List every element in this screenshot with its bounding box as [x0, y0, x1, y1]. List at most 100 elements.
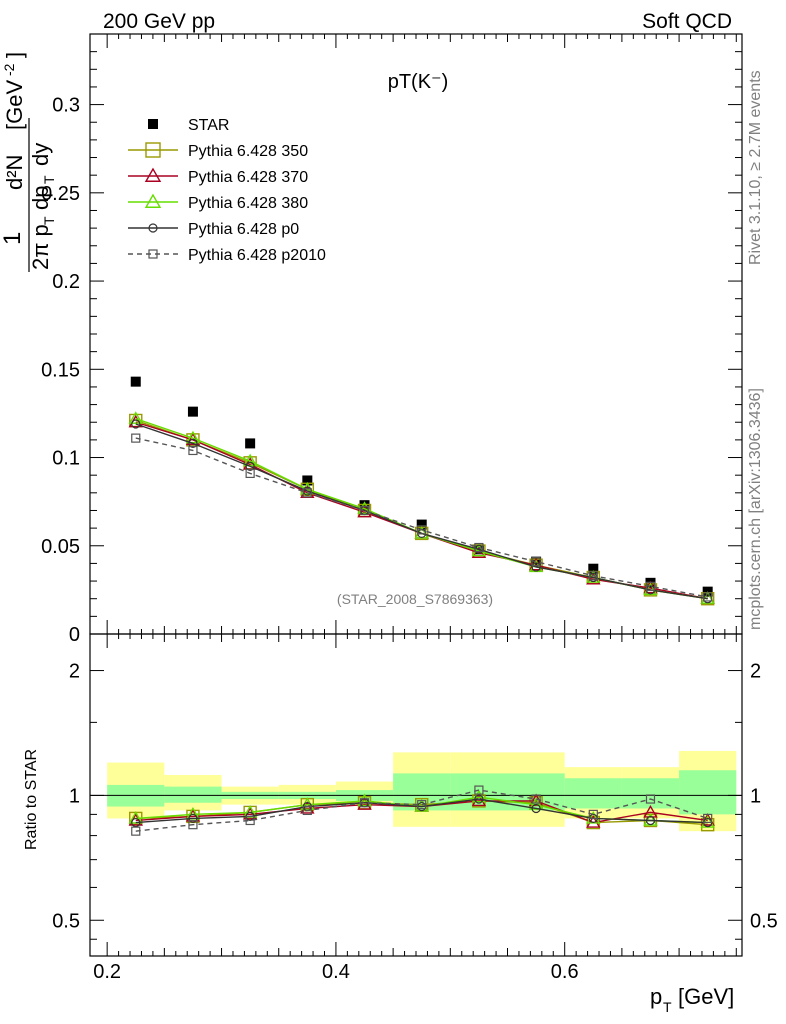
band-stat-rect	[164, 786, 222, 803]
ratio-data-point	[188, 813, 198, 824]
main-data-point	[245, 438, 256, 449]
ratio-series-line	[135, 798, 708, 824]
ratio-y-tick-label: 2	[69, 661, 80, 683]
x-axis-label: p T [GeV]	[650, 984, 734, 1015]
main-data-point	[242, 453, 258, 467]
main-data-point	[188, 445, 198, 456]
main-y-axis-label: 1 2π p T dp T dy d²N [GeV -2 ]	[0, 52, 57, 272]
svg-text:[GeV]: [GeV]	[678, 984, 734, 1009]
ratio-data-point	[188, 820, 198, 830]
svg-text:[GeV: [GeV	[2, 80, 27, 130]
ratio-data-point	[131, 826, 141, 836]
main-data-point	[474, 542, 484, 553]
main-series-line	[135, 419, 708, 600]
ratio-y-axis-label: Ratio to STAR	[23, 749, 40, 850]
header-left-label: 200 GeV pp	[103, 10, 215, 33]
main-data-point	[185, 430, 201, 444]
main-data-point	[188, 438, 198, 449]
main-data-point	[131, 419, 141, 429]
legend-label: STAR	[188, 117, 229, 134]
legend-label: Pythia 6.428 p0	[188, 221, 299, 238]
ratio-data-point	[474, 785, 484, 795]
svg-text:d²N: d²N	[2, 155, 27, 190]
svg-text:2π p: 2π p	[28, 224, 53, 270]
legend-label: Pythia 6.428 370	[188, 169, 308, 186]
svg-text:T: T	[41, 216, 57, 225]
x-tick-label: 0.6	[551, 961, 579, 983]
mcplots-label: mcplots.cern.ch [arXiv:1306.3436]	[747, 388, 764, 630]
ratio-y-tick-label-right: 0.5	[750, 910, 778, 932]
ratio-data-point	[703, 813, 713, 824]
main-y-tick-label: 0.15	[41, 359, 80, 381]
x-tick-label: 0.4	[322, 961, 350, 983]
main-data-point	[588, 563, 599, 574]
ratio-bands	[90, 750, 742, 832]
rivet-version-label: Rivet 3.1.10, ≥ 2.7M events	[747, 70, 764, 265]
main-data-point	[130, 376, 141, 387]
legend-marker	[145, 142, 161, 158]
main-data-point	[359, 505, 370, 516]
svg-text:-2: -2	[1, 63, 17, 76]
ratio-y-tick-label-right: 1	[750, 785, 761, 807]
band-stat-rect	[621, 778, 680, 809]
series-layer	[128, 376, 715, 836]
legend-label: Pythia 6.428 380	[188, 195, 308, 212]
ratio-data-point	[417, 800, 427, 810]
legend-marker	[148, 249, 158, 259]
svg-text:T: T	[41, 175, 57, 184]
ratio-y-tick-label: 0.5	[52, 910, 80, 932]
ratio-data-point	[645, 815, 656, 826]
main-y-tick-label: 0	[69, 624, 80, 646]
ratio-y-tick-label-right: 2	[750, 661, 761, 683]
ratio-data-point	[359, 798, 370, 808]
main-data-point	[588, 571, 598, 581]
svg-text:]: ]	[2, 52, 27, 58]
legend-label: Pythia 6.428 p2010	[188, 247, 326, 264]
watermark-label: (STAR_2008_S7869363)	[337, 591, 493, 607]
ratio-data-point	[531, 803, 541, 814]
legend-marker	[144, 167, 162, 182]
main-data-point	[302, 475, 313, 486]
ratio-y-tick-label: 1	[69, 785, 80, 807]
ratio-data-point	[245, 815, 255, 826]
ratio-data-point	[302, 805, 312, 816]
main-series-line	[135, 437, 708, 598]
legend: STAR Pythia 6.428 350 Pythia 6.428 370 Pyth…	[128, 117, 326, 264]
header-right-label: Soft QCD	[642, 10, 732, 33]
main-data-point	[703, 592, 713, 602]
main-data-point	[187, 406, 198, 417]
ratio-data-point	[357, 797, 372, 810]
svg-text:dy: dy	[28, 143, 53, 166]
main-y-tick-label: 0.05	[41, 536, 80, 558]
chart-title: pT(K⁻)	[388, 71, 449, 93]
main-data-point	[645, 581, 656, 591]
main-y-tick-label: 0.1	[52, 448, 80, 470]
ratio-data-point	[588, 809, 598, 819]
main-data-point	[417, 525, 427, 535]
legend-label: Pythia 6.428 350	[188, 143, 308, 160]
main-data-point	[531, 557, 541, 567]
main-data-point	[416, 519, 427, 530]
axis-ticks: 0.2 0.4 0.6 0 0.05 0.1 0.15 0.2 0.25 0.3 0.5 0.5 1 1 2…	[41, 33, 778, 983]
svg-text:dp: dp	[28, 186, 53, 210]
main-data-point	[128, 411, 143, 424]
main-data-point	[245, 468, 255, 479]
main-data-point	[302, 488, 312, 498]
main-data-point	[531, 562, 541, 572]
svg-text:T: T	[663, 999, 672, 1015]
ratio-data-point	[474, 794, 484, 804]
legend-marker	[148, 119, 158, 129]
x-tick-label: 0.2	[93, 961, 121, 983]
main-y-tick-label: 0.3	[52, 95, 80, 117]
main-y-tick-label: 0.2	[52, 271, 80, 293]
ratio-data-point	[645, 794, 656, 804]
band-stat-rect	[564, 778, 622, 809]
main-y-tick-label: 0.25	[41, 183, 80, 205]
main-series-line	[135, 418, 708, 600]
svg-text:p: p	[650, 984, 662, 1009]
main-data-point	[245, 461, 255, 471]
svg-text:1: 1	[0, 232, 26, 245]
legend-marker	[148, 223, 158, 233]
